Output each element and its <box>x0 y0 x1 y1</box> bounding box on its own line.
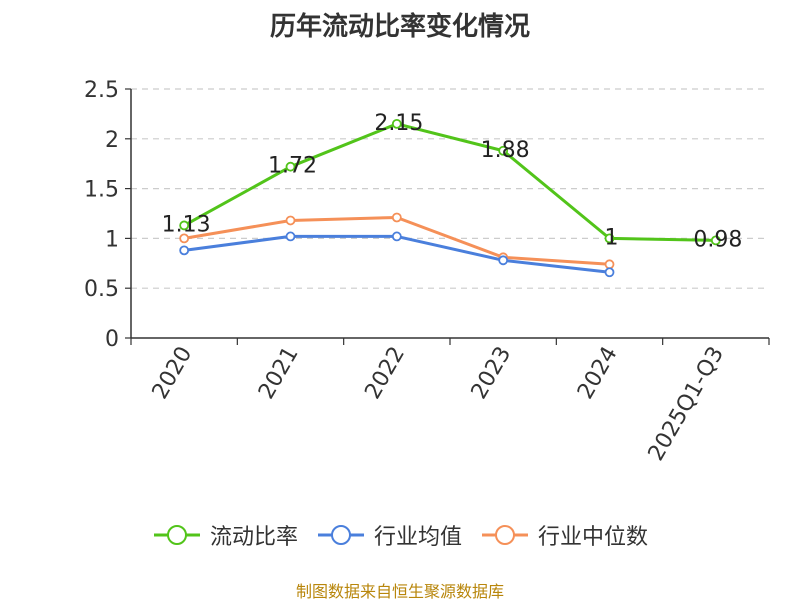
series-lines <box>179 118 721 278</box>
legend-item[interactable]: 行业均值 <box>316 519 462 551</box>
legend-item[interactable]: 行业中位数 <box>480 519 648 551</box>
data-label: 1 <box>605 225 619 250</box>
x-tick-label: 2020 <box>148 343 198 404</box>
x-tick-label: 2023 <box>467 342 517 403</box>
data-point <box>391 231 402 242</box>
data-point <box>498 255 509 266</box>
data-point <box>285 231 296 242</box>
chart-title: 历年流动比率变化情况 <box>269 12 530 42</box>
data-label: 1.72 <box>268 154 317 179</box>
data-point <box>285 215 296 226</box>
data-label: 1.88 <box>481 138 530 163</box>
data-point <box>710 235 721 246</box>
legend-item[interactable]: 流动比率 <box>152 519 298 551</box>
data-point <box>179 233 190 244</box>
data-point <box>285 161 296 172</box>
data-point <box>498 145 509 156</box>
legend-label: 行业均值 <box>373 525 462 550</box>
legend-swatch-icon <box>317 525 364 545</box>
data-point <box>604 233 615 244</box>
data-label: 0.98 <box>693 227 742 252</box>
y-tick-label: 2 <box>105 128 119 153</box>
y-tick-label: 1.5 <box>84 178 119 203</box>
data-point <box>179 245 190 256</box>
data-point <box>604 267 615 278</box>
x-tick-label: 2024 <box>573 343 623 404</box>
series-line <box>183 122 716 242</box>
axes: 0 0.5 1 1.5 2 2.5 2020 2021 2022 2023 2024 2025Q1-Q… <box>84 78 770 466</box>
x-tick-label: 2021 <box>254 343 304 404</box>
data-point <box>391 212 402 223</box>
data-point <box>179 220 190 231</box>
y-tick-label: 0 <box>105 327 119 352</box>
source-note: 制图数据来自恒生聚源数据库 <box>295 582 504 601</box>
data-point <box>391 118 402 129</box>
data-label: 1.13 <box>162 212 211 237</box>
legend-swatch-icon <box>482 525 528 545</box>
y-tick-label: 1 <box>105 227 119 252</box>
grid-lines <box>131 88 769 289</box>
y-tick-label: 0.5 <box>84 277 119 302</box>
y-tick-label: 2.5 <box>84 78 119 103</box>
legend-label: 行业中位数 <box>538 525 649 550</box>
series-line <box>183 234 610 274</box>
legend-swatch-icon <box>153 525 200 545</box>
x-tick-label: 2025Q1-Q3 <box>644 343 729 466</box>
legend: 流动比率 行业均值 行业中位数 <box>0 519 800 551</box>
x-tick-label: 2022 <box>360 343 410 404</box>
data-label: 2.15 <box>374 111 423 136</box>
data-labels: 1.13 1.72 2.15 1.88 1 0.98 <box>162 111 743 253</box>
data-point <box>604 259 615 270</box>
legend-label: 流动比率 <box>209 525 298 550</box>
